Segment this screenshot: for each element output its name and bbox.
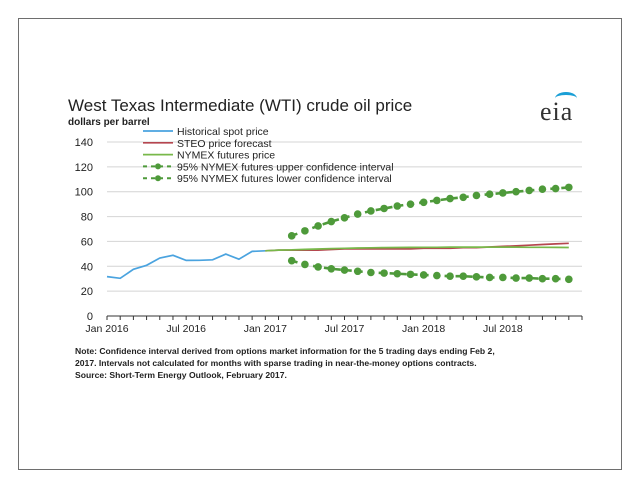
series-point [551,184,560,193]
series-point [406,270,415,279]
y-axis-unit-label: dollars per barrel [68,117,150,128]
series-point [287,232,296,240]
series-point [301,227,309,235]
series-point [499,273,507,282]
chart-note: Note: Confidence interval derived from o… [75,345,565,381]
series-point [301,260,309,269]
chart-frame [18,18,622,470]
series-point [565,183,573,192]
series-line-0 [106,249,266,280]
series-line-2 [265,246,569,252]
legend-marker [155,175,161,182]
x-tick-label: Jan 2017 [244,323,287,335]
y-tick-label: 0 [87,311,93,323]
series-point [340,214,349,222]
legend-label: 95% NYMEX futures upper confidence inter… [177,161,394,173]
y-tick-label: 100 [75,187,93,199]
series-point [419,271,428,279]
legend-label: 95% NYMEX futures lower confidence inter… [177,173,392,185]
series-point [314,222,322,230]
y-tick-label: 80 [81,212,93,224]
legend-label: NYMEX futures price [177,150,275,162]
series-point [393,269,402,278]
series-point [538,185,547,194]
series-point [419,198,428,207]
y-tick-label: 20 [81,286,93,298]
series-point [327,264,336,273]
grid-lines [107,141,582,292]
eia-logo: eia [540,92,577,127]
series-line-1 [265,242,569,252]
series-point [353,267,362,276]
logo-arc-icon [555,92,577,105]
series-point [459,193,468,202]
series-point [485,273,494,282]
series-point [340,266,349,274]
series-point [393,202,402,210]
series-point [406,200,415,208]
series-point [499,189,507,197]
series-point [525,274,534,282]
legend-label: STEO price forecast [177,138,272,150]
y-tick-label: 60 [81,236,93,248]
series-line-4 [291,259,569,281]
series-point [367,207,375,215]
x-tick-label: Jul 2018 [483,323,523,335]
series-point [551,274,560,283]
series-point [565,275,573,284]
note-line-1: Note: Confidence interval derived from o… [75,346,495,356]
legend-label: Historical spot price [177,126,269,138]
series-point [433,271,441,280]
series-point [314,263,322,271]
series-point [472,273,481,281]
y-tick-label: 40 [81,261,93,273]
legend-marker [155,163,161,170]
chart-title: West Texas Intermediate (WTI) crude oil … [68,96,413,115]
x-tick-label: Jul 2016 [166,323,206,335]
series-point [446,272,454,281]
series-point [512,274,520,282]
series-point [525,186,534,195]
series-point [472,191,481,200]
series-point [380,269,388,277]
x-tick-label: Jul 2017 [325,323,365,335]
series-point [459,272,468,281]
series-point [380,204,388,213]
series-point [287,256,296,265]
series-point [446,194,454,203]
series-line-3 [291,186,569,238]
note-line-2: 2017. Intervals not calculated for month… [75,358,477,368]
x-tick-label: Jan 2018 [402,323,445,335]
x-tick-label: Jan 2016 [85,323,128,335]
y-tick-labels: 0 20 40 60 80 100 120 140 [75,137,93,323]
series-layer [106,183,573,284]
series-point [485,190,494,198]
series-point [538,274,547,283]
series-point [433,196,441,205]
series-point [512,187,520,196]
y-tick-label: 120 [75,162,93,174]
series-point [353,210,362,218]
series-point [367,268,375,277]
source-line: Source: Short-Term Energy Outlook, Febru… [75,370,287,380]
series-point [327,217,336,226]
y-tick-label: 140 [75,137,93,149]
x-axis: Jan 2016 Jul 2016 Jan 2017 Jul 2017 Jan 2018… [85,315,583,335]
